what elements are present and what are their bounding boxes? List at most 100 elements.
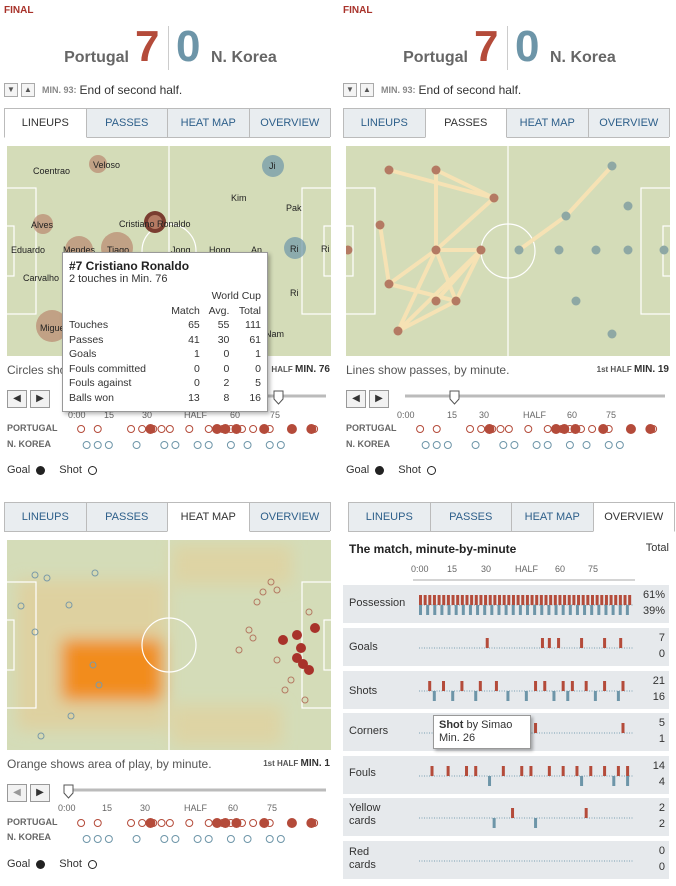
shot-marker — [416, 425, 425, 433]
player-label[interactable]: Tiago — [107, 245, 130, 255]
minute-up-button[interactable]: ▲ — [360, 83, 374, 97]
shot-marker — [532, 441, 541, 449]
player-label[interactable]: Ri — [321, 244, 330, 254]
portugal-event-bar — [553, 595, 557, 605]
tick-label: 75 — [267, 803, 278, 813]
goal-marker — [598, 424, 609, 434]
overview-row-shots[interactable]: Shots 21 16 — [343, 671, 669, 709]
tab-overview[interactable]: OVERVIEW — [587, 108, 670, 137]
goal-marker — [231, 818, 242, 828]
goal-marker — [484, 424, 495, 434]
player-label[interactable]: Jong — [171, 245, 191, 255]
player-label[interactable]: Miguel — [40, 323, 67, 333]
tab-bar: LINEUPS PASSES HEAT MAP OVERVIEW — [343, 108, 670, 138]
step-back-button[interactable]: ◀ — [7, 390, 27, 408]
portugal-event-bar — [498, 595, 502, 605]
portugal-event-bar — [442, 595, 446, 605]
tab-overview[interactable]: OVERVIEW — [248, 502, 331, 531]
shot-marker — [565, 441, 574, 449]
tab-lineups[interactable]: LINEUPS — [348, 502, 431, 531]
step-forward-button[interactable]: ▶ — [369, 390, 389, 408]
tab-heat-map[interactable]: HEAT MAP — [167, 502, 250, 532]
player-label[interactable]: Cristiano Ronaldo — [119, 219, 191, 229]
minute-down-button[interactable]: ▼ — [4, 83, 18, 97]
step-back-button[interactable]: ◀ — [7, 784, 27, 802]
player-label[interactable]: Nam — [265, 329, 285, 339]
player-label[interactable]: Ji — [269, 161, 276, 171]
overview-row-red-cards[interactable]: Red cards 0 0 — [343, 841, 669, 879]
portugal-event-bar — [521, 595, 525, 605]
portugal-event-bar — [543, 681, 547, 691]
overview-row-goals[interactable]: Goals 7 0 — [343, 628, 669, 666]
player-label[interactable]: An — [251, 245, 263, 255]
player-label[interactable]: Ri — [290, 288, 299, 298]
portugal-event-bar — [575, 766, 579, 776]
portugal-event-bar — [446, 595, 450, 605]
player-label[interactable]: Carvalho — [23, 273, 60, 283]
portugal-event-bar — [584, 681, 588, 691]
portugal-event-bar — [430, 766, 434, 776]
nkorea-event-bar — [447, 605, 451, 615]
step-forward-button[interactable]: ▶ — [30, 390, 50, 408]
minute-up-button[interactable]: ▲ — [21, 83, 35, 97]
goal-marker — [145, 424, 156, 434]
overview-row-yellow-cards[interactable]: Yellow cards 2 2 — [343, 798, 669, 836]
tab-overview[interactable]: OVERVIEW — [248, 108, 331, 137]
goal-dot-icon — [36, 465, 46, 475]
player-label[interactable]: Veloso — [93, 160, 121, 170]
overview-row-fouls[interactable]: Fouls 14 4 — [343, 756, 669, 794]
tab-passes[interactable]: PASSES — [424, 108, 507, 138]
status-label: FINAL — [343, 5, 373, 16]
step-back-button[interactable]: ◀ — [346, 390, 366, 408]
player-label[interactable]: Pak — [286, 203, 302, 213]
shot-marker — [496, 425, 505, 433]
tab-passes[interactable]: PASSES — [85, 502, 168, 531]
player-label[interactable]: Hong — [209, 245, 231, 255]
table-row: Goals 1 0 1 — [69, 348, 261, 360]
portugal-event-bar — [525, 595, 529, 605]
team1-score: 7 — [474, 22, 499, 71]
player-label[interactable]: Alves — [31, 220, 54, 230]
shot-marker — [127, 425, 136, 433]
tab-overview[interactable]: OVERVIEW — [592, 502, 675, 532]
tab-passes[interactable]: PASSES — [429, 502, 512, 531]
portugal-event-bar — [616, 766, 620, 776]
tab-lineups[interactable]: LINEUPS — [4, 502, 87, 531]
team1-row-label: PORTUGAL — [346, 423, 397, 433]
tick-label: 30 — [142, 410, 153, 420]
tick-label: 75 — [606, 410, 617, 420]
portugal-event-bar — [485, 638, 489, 648]
tooltip-title: #7 Cristiano Ronaldo — [69, 259, 190, 273]
minute-slider[interactable] — [403, 390, 669, 410]
tick-label: HALF — [523, 410, 547, 420]
shot-marker — [504, 425, 513, 433]
player-label[interactable]: Coentrao — [33, 166, 71, 176]
nkorea-event-bar — [451, 691, 455, 701]
shot-marker — [432, 425, 441, 433]
minute-slider[interactable] — [62, 784, 330, 804]
step-forward-button[interactable]: ▶ — [30, 784, 50, 802]
tab-lineups[interactable]: LINEUPS — [343, 108, 426, 137]
shot-marker — [165, 425, 174, 433]
tab-lineups[interactable]: LINEUPS — [4, 108, 87, 138]
portugal-event-bar — [502, 595, 506, 605]
overview-row-possession[interactable]: Possession 61% 39% — [343, 585, 669, 623]
minute-down-button[interactable]: ▼ — [343, 83, 357, 97]
minute-readout: MIN. 76 — [294, 364, 330, 375]
tab-heat-map[interactable]: HEAT MAP — [167, 108, 250, 137]
player-label[interactable]: Ri — [290, 244, 299, 254]
shot-marker — [249, 425, 258, 433]
nkorea-event-bar — [625, 605, 629, 615]
tab-passes[interactable]: PASSES — [85, 108, 168, 137]
shot-marker — [204, 441, 213, 449]
player-label[interactable]: Eduardo — [11, 245, 46, 255]
portugal-event-bar — [432, 595, 436, 605]
passes-caption: Lines show passes, by minute. — [346, 363, 510, 377]
nkorea-event-bar — [575, 605, 579, 615]
player-label[interactable]: Kim — [231, 193, 247, 203]
player-label[interactable]: Mendes — [63, 245, 96, 255]
half-minute-readout: 1st HALF MIN. 1 — [263, 758, 330, 769]
tab-heat-map[interactable]: HEAT MAP — [511, 502, 594, 531]
tab-heat-map[interactable]: HEAT MAP — [506, 108, 589, 137]
portugal-event-bar — [567, 595, 571, 605]
